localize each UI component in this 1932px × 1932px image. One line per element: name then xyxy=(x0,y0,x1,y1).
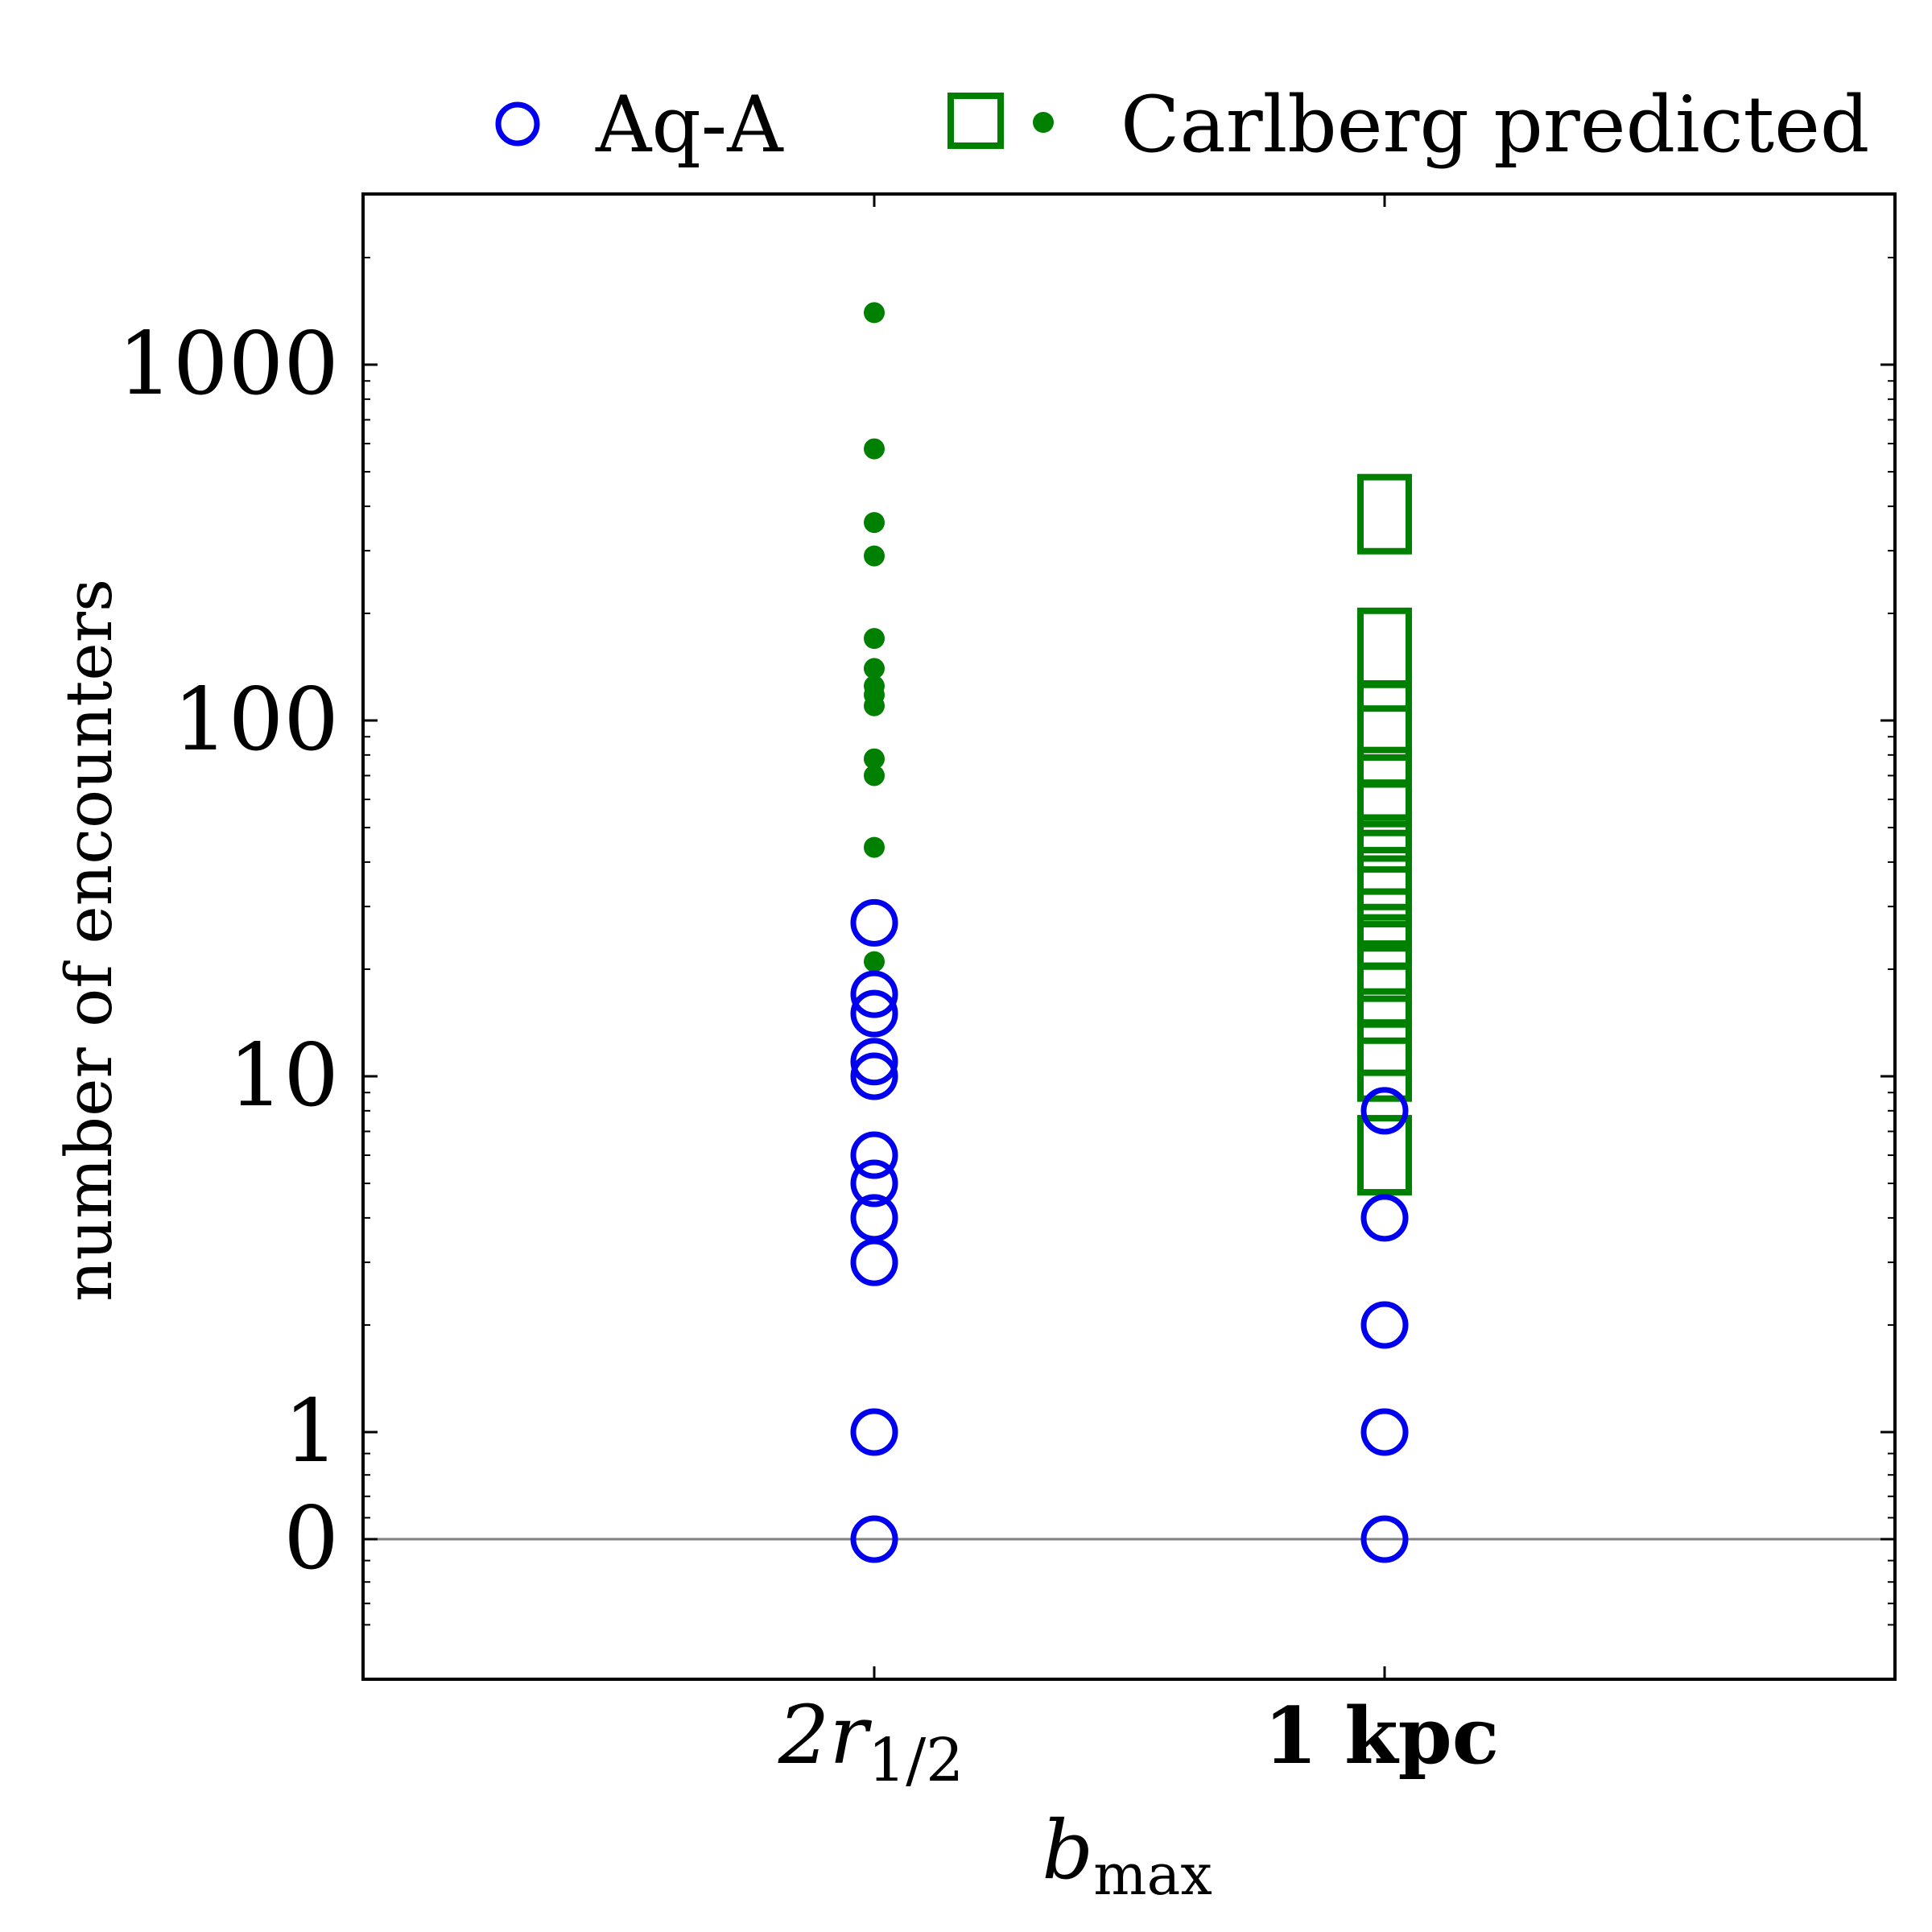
aqa-point xyxy=(850,1038,898,1086)
legend-aqa-marker xyxy=(495,101,540,147)
x-axis-label-base: b xyxy=(1042,1803,1093,1897)
aqa-point xyxy=(850,1238,898,1286)
carlberg-dot-point xyxy=(864,658,885,679)
y-tick-label: 100 xyxy=(173,670,339,770)
legend: Aq-A Carlberg predicted xyxy=(495,80,1869,170)
carlberg-square-point xyxy=(1357,705,1412,786)
data-points xyxy=(850,302,1412,1563)
x-axis-label-sub: max xyxy=(1093,1842,1212,1908)
y-ticks: 01 10 100 1000 xyxy=(118,314,1895,1589)
carlberg-square-point xyxy=(1357,1021,1412,1102)
aqa-point xyxy=(1360,1194,1409,1242)
carlberg-square-point xyxy=(1357,607,1412,688)
x-axis-label: bmax xyxy=(1042,1803,1212,1908)
aqa-point xyxy=(1360,1087,1409,1135)
x-ticks xyxy=(873,194,1386,1679)
carlberg-dot-point xyxy=(864,836,885,858)
y-axis-label: number of encounters xyxy=(52,579,126,1302)
carlberg-square-point xyxy=(1357,963,1412,1044)
carlberg-dot-point xyxy=(864,748,885,770)
legend-carlberg-dot-marker xyxy=(1033,112,1054,133)
aqa-point xyxy=(1360,1408,1409,1456)
carlberg-square-point xyxy=(1357,888,1412,969)
carlberg-dot-point xyxy=(864,695,885,716)
minor-ticks xyxy=(363,256,1895,1626)
x-tick-label-1kpc: 1 kpc xyxy=(1264,1690,1499,1781)
plot-area-frame xyxy=(361,192,1897,1681)
legend-aqa-label: Aq-A xyxy=(595,80,784,170)
aqa-point xyxy=(850,1052,898,1100)
aqa-point xyxy=(1360,1515,1409,1563)
y-tick-label: 1 xyxy=(283,1381,339,1482)
carlberg-square-point xyxy=(1357,473,1412,555)
x-tick-label-2r-half: 2r1/2 xyxy=(778,1688,964,1795)
x-tick-label-2r-sub: 1/2 xyxy=(868,1726,964,1795)
carlberg-square-point xyxy=(1357,914,1412,995)
x-tick-label-2r-base: 2r xyxy=(778,1688,873,1782)
y-tick-label: 0 xyxy=(283,1488,339,1589)
carlberg-square-point xyxy=(1357,1115,1412,1196)
y-tick-label: 1000 xyxy=(118,314,339,415)
carlberg-dot-point xyxy=(864,765,885,786)
x-tick-labels: 2r1/2 1 kpc xyxy=(778,1688,1499,1795)
carlberg-dot-point xyxy=(864,628,885,650)
aqa-point xyxy=(1360,1301,1409,1349)
aqa-point xyxy=(850,898,898,947)
aqa-point xyxy=(850,970,898,1018)
carlberg-square-point xyxy=(1357,680,1412,761)
aqa-point xyxy=(850,1515,898,1563)
aqa-point xyxy=(850,1159,898,1208)
carlberg-dot-point xyxy=(864,512,885,534)
carlberg-square-point xyxy=(1357,945,1412,1026)
aqa-point xyxy=(850,989,898,1038)
carlberg-dot-point xyxy=(864,438,885,460)
legend-carlberg-label: Carlberg predicted xyxy=(1121,80,1869,170)
carlberg-dot-point xyxy=(864,951,885,972)
aqa-point xyxy=(850,1131,898,1179)
carlberg-square-point xyxy=(1357,814,1412,895)
carlberg-square-point xyxy=(1357,995,1412,1076)
aqa-point xyxy=(850,1408,898,1456)
carlberg-dot-point xyxy=(864,302,885,324)
carlberg-dot-point xyxy=(864,545,885,567)
y-tick-label: 10 xyxy=(229,1026,339,1126)
legend-carlberg-square-marker xyxy=(947,93,1004,149)
